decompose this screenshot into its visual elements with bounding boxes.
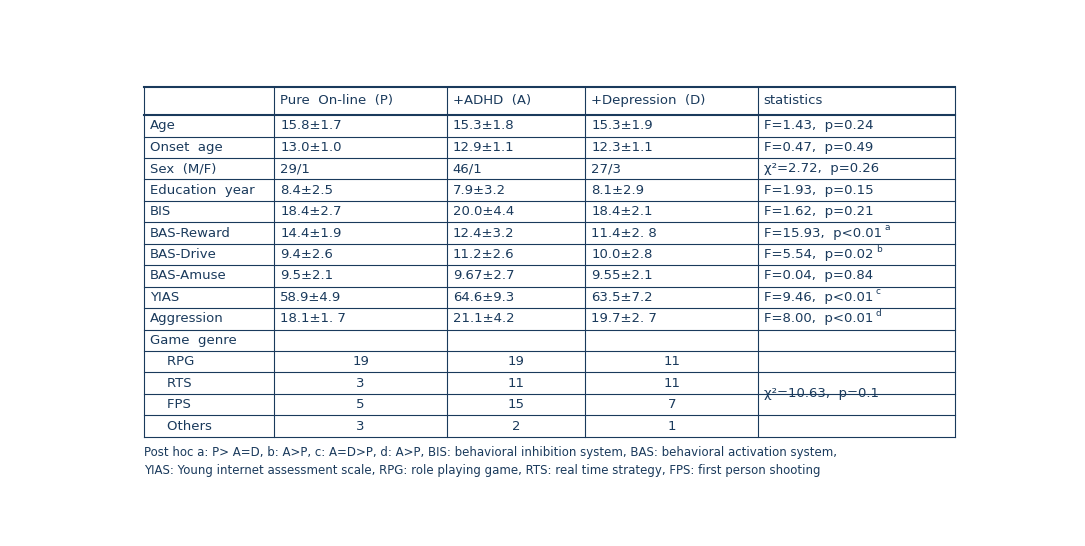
Text: 9.55±2.1: 9.55±2.1 [591,269,653,282]
Text: 27/3: 27/3 [591,162,622,175]
Text: Others: Others [150,419,212,432]
Text: statistics: statistics [764,94,824,108]
Text: +Depression  (D): +Depression (D) [591,94,705,108]
Text: F=8.00,  p<0.01: F=8.00, p<0.01 [764,312,873,325]
Text: χ²=2.72,  p=0.26: χ²=2.72, p=0.26 [764,162,879,175]
Text: 15.8±1.7: 15.8±1.7 [280,120,342,132]
Text: 11.2±2.6: 11.2±2.6 [452,248,514,261]
Text: 2: 2 [512,419,521,432]
Text: F=0.47,  p=0.49: F=0.47, p=0.49 [764,141,873,154]
Text: Sex  (M/F): Sex (M/F) [150,162,216,175]
Text: RPG: RPG [150,355,194,368]
Text: Aggression: Aggression [150,312,224,325]
Text: 58.9±4.9: 58.9±4.9 [280,291,342,304]
Text: 18.4±2.1: 18.4±2.1 [591,205,653,218]
Text: Post hoc a: P> A=D, b: A>P, c: A=D>P, d: A>P, BIS: behavioral inhibition system,: Post hoc a: P> A=D, b: A>P, c: A=D>P, d:… [144,446,837,459]
Text: 19: 19 [508,355,524,368]
Text: BAS-Amuse: BAS-Amuse [150,269,227,282]
Text: Age: Age [150,120,176,132]
Text: 63.5±7.2: 63.5±7.2 [591,291,653,304]
Text: F=1.93,  p=0.15: F=1.93, p=0.15 [764,183,873,197]
Text: Game  genre: Game genre [150,334,237,347]
Text: F=15.93,  p<0.01: F=15.93, p<0.01 [764,227,882,240]
Text: +ADHD  (A): +ADHD (A) [452,94,531,108]
Text: 15.3±1.8: 15.3±1.8 [452,120,514,132]
Text: 9.5±2.1: 9.5±2.1 [280,269,333,282]
Text: 19: 19 [353,355,369,368]
Text: 8.1±2.9: 8.1±2.9 [591,183,644,197]
Text: 3: 3 [356,419,365,432]
Text: 13.0±1.0: 13.0±1.0 [280,141,342,154]
Text: 9.4±2.6: 9.4±2.6 [280,248,333,261]
Text: YIAS: Young internet assessment scale, RPG: role playing game, RTS: real time st: YIAS: Young internet assessment scale, R… [144,464,820,477]
Text: 12.3±1.1: 12.3±1.1 [591,141,653,154]
Text: 11: 11 [663,355,680,368]
Text: 5: 5 [356,398,365,411]
Text: Onset  age: Onset age [150,141,222,154]
Text: 11.4±2. 8: 11.4±2. 8 [591,227,658,240]
Text: 12.4±3.2: 12.4±3.2 [452,227,514,240]
Text: 7.9±3.2: 7.9±3.2 [452,183,506,197]
Text: 11: 11 [663,377,680,390]
Text: Pure  On-line  (P): Pure On-line (P) [280,94,393,108]
Text: F=9.46,  p<0.01: F=9.46, p<0.01 [764,291,873,304]
Text: b: b [876,245,881,253]
Text: 18.1±1. 7: 18.1±1. 7 [280,312,346,325]
Text: 29/1: 29/1 [280,162,310,175]
Text: d: d [876,309,881,318]
Text: 14.4±1.9: 14.4±1.9 [280,227,342,240]
Text: F=1.43,  p=0.24: F=1.43, p=0.24 [764,120,873,132]
Text: 46/1: 46/1 [452,162,483,175]
Text: BAS-Drive: BAS-Drive [150,248,217,261]
Text: 3: 3 [356,377,365,390]
Text: 18.4±2.7: 18.4±2.7 [280,205,342,218]
Text: 19.7±2. 7: 19.7±2. 7 [591,312,658,325]
Text: 15: 15 [508,398,525,411]
Text: 1: 1 [667,419,676,432]
Text: FPS: FPS [150,398,191,411]
Text: F=5.54,  p=0.02: F=5.54, p=0.02 [764,248,873,261]
Text: 21.1±4.2: 21.1±4.2 [452,312,514,325]
Text: Education  year: Education year [150,183,255,197]
Text: BIS: BIS [150,205,171,218]
Text: BAS-Reward: BAS-Reward [150,227,231,240]
Text: 12.9±1.1: 12.9±1.1 [452,141,514,154]
Text: RTS: RTS [150,377,192,390]
Text: 8.4±2.5: 8.4±2.5 [280,183,333,197]
Text: YIAS: YIAS [150,291,179,304]
Text: 9.67±2.7: 9.67±2.7 [452,269,514,282]
Text: 20.0±4.4: 20.0±4.4 [452,205,514,218]
Text: 10.0±2.8: 10.0±2.8 [591,248,653,261]
Text: F=1.62,  p=0.21: F=1.62, p=0.21 [764,205,873,218]
Text: 7: 7 [667,398,676,411]
Text: a: a [884,223,890,232]
Text: F=0.04,  p=0.84: F=0.04, p=0.84 [764,269,873,282]
Text: c: c [876,287,881,296]
Text: χ²=10.63,  p=0.1: χ²=10.63, p=0.1 [764,387,879,400]
Text: 15.3±1.9: 15.3±1.9 [591,120,653,132]
Text: 11: 11 [508,377,525,390]
Text: 64.6±9.3: 64.6±9.3 [452,291,514,304]
